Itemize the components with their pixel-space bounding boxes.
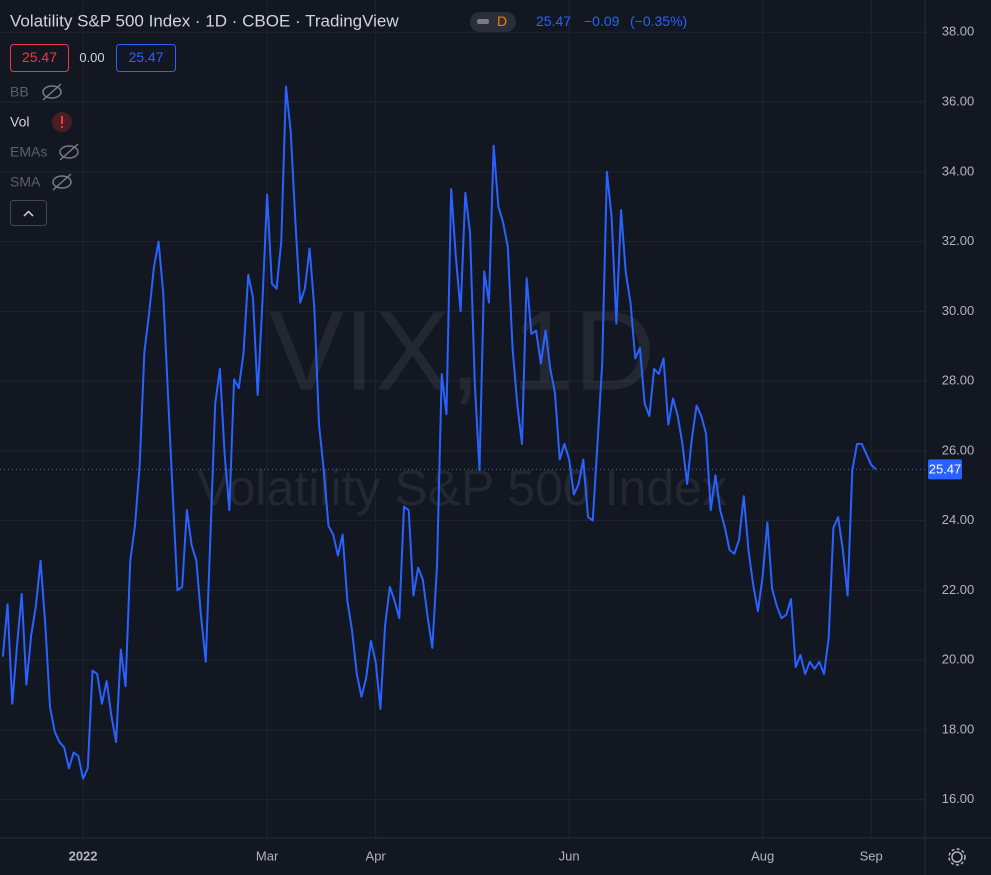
axes: 16.00 18.00 20.00 22.00 24.00 26.00 28.00 30.00… <box>69 24 975 864</box>
indicator-label[interactable]: Vol <box>10 114 29 130</box>
hidden-icon[interactable] <box>59 143 79 161</box>
header-last: 25.47 <box>536 13 571 29</box>
ask-price: 25.47 <box>128 49 163 65</box>
chart-title: Volatility S&P 500 Index · 1D · CBOE · T… <box>10 11 399 30</box>
error-dot <box>61 126 63 128</box>
spread: 0.00 <box>79 50 104 65</box>
y-tick-label: 18.00 <box>942 721 975 736</box>
watermark-name: Volatility S&P 500 Index <box>197 460 727 516</box>
header-change: −0.09 <box>584 13 620 29</box>
y-tick-label: 30.00 <box>942 303 975 318</box>
y-tick-label: 24.00 <box>942 512 975 527</box>
x-tick-label: 2022 <box>69 848 98 863</box>
y-tick-label: 16.00 <box>942 791 975 806</box>
grid <box>0 0 925 838</box>
hidden-icon[interactable] <box>42 83 62 101</box>
bid-price: 25.47 <box>22 49 57 65</box>
error-mark <box>61 116 63 124</box>
collapse-button[interactable] <box>10 200 47 226</box>
x-tick-label: Sep <box>860 848 883 863</box>
price-line <box>1 85 877 780</box>
x-tick-label: Apr <box>366 848 387 863</box>
interval-pill[interactable] <box>470 12 516 32</box>
indicator-label[interactable]: BB <box>10 84 29 100</box>
y-tick-label: 26.00 <box>942 442 975 457</box>
y-tick-label: 38.00 <box>942 24 975 39</box>
collapse-caret <box>23 210 34 217</box>
last-price-tag <box>928 459 962 480</box>
y-tick-label: 34.00 <box>942 163 975 178</box>
indicator-label[interactable]: SMA <box>10 174 41 190</box>
plot <box>0 85 925 780</box>
y-tick-label: 22.00 <box>942 582 975 597</box>
y-tick-label: 28.00 <box>942 373 975 388</box>
header-change-percent: (−0.35%) <box>630 13 687 29</box>
ask-box[interactable] <box>116 44 176 72</box>
pill-icon <box>477 19 489 24</box>
indicator-label[interactable]: EMAs <box>10 144 47 160</box>
y-tick-label: 36.00 <box>942 93 975 108</box>
watermark-symbol: VIX, 1D <box>269 289 655 414</box>
x-tick-label: Jun <box>559 848 580 863</box>
x-tick-label: Mar <box>256 848 279 863</box>
y-tick-label: 20.00 <box>942 652 975 667</box>
x-tick-label: Aug <box>751 848 774 863</box>
interval-badge: D <box>497 13 507 29</box>
settings-icon[interactable] <box>948 848 966 866</box>
last-price-label: 25.47 <box>929 461 962 476</box>
hidden-icon[interactable] <box>52 173 72 191</box>
bid-box[interactable] <box>10 44 69 72</box>
y-tick-label: 32.00 <box>942 233 975 248</box>
